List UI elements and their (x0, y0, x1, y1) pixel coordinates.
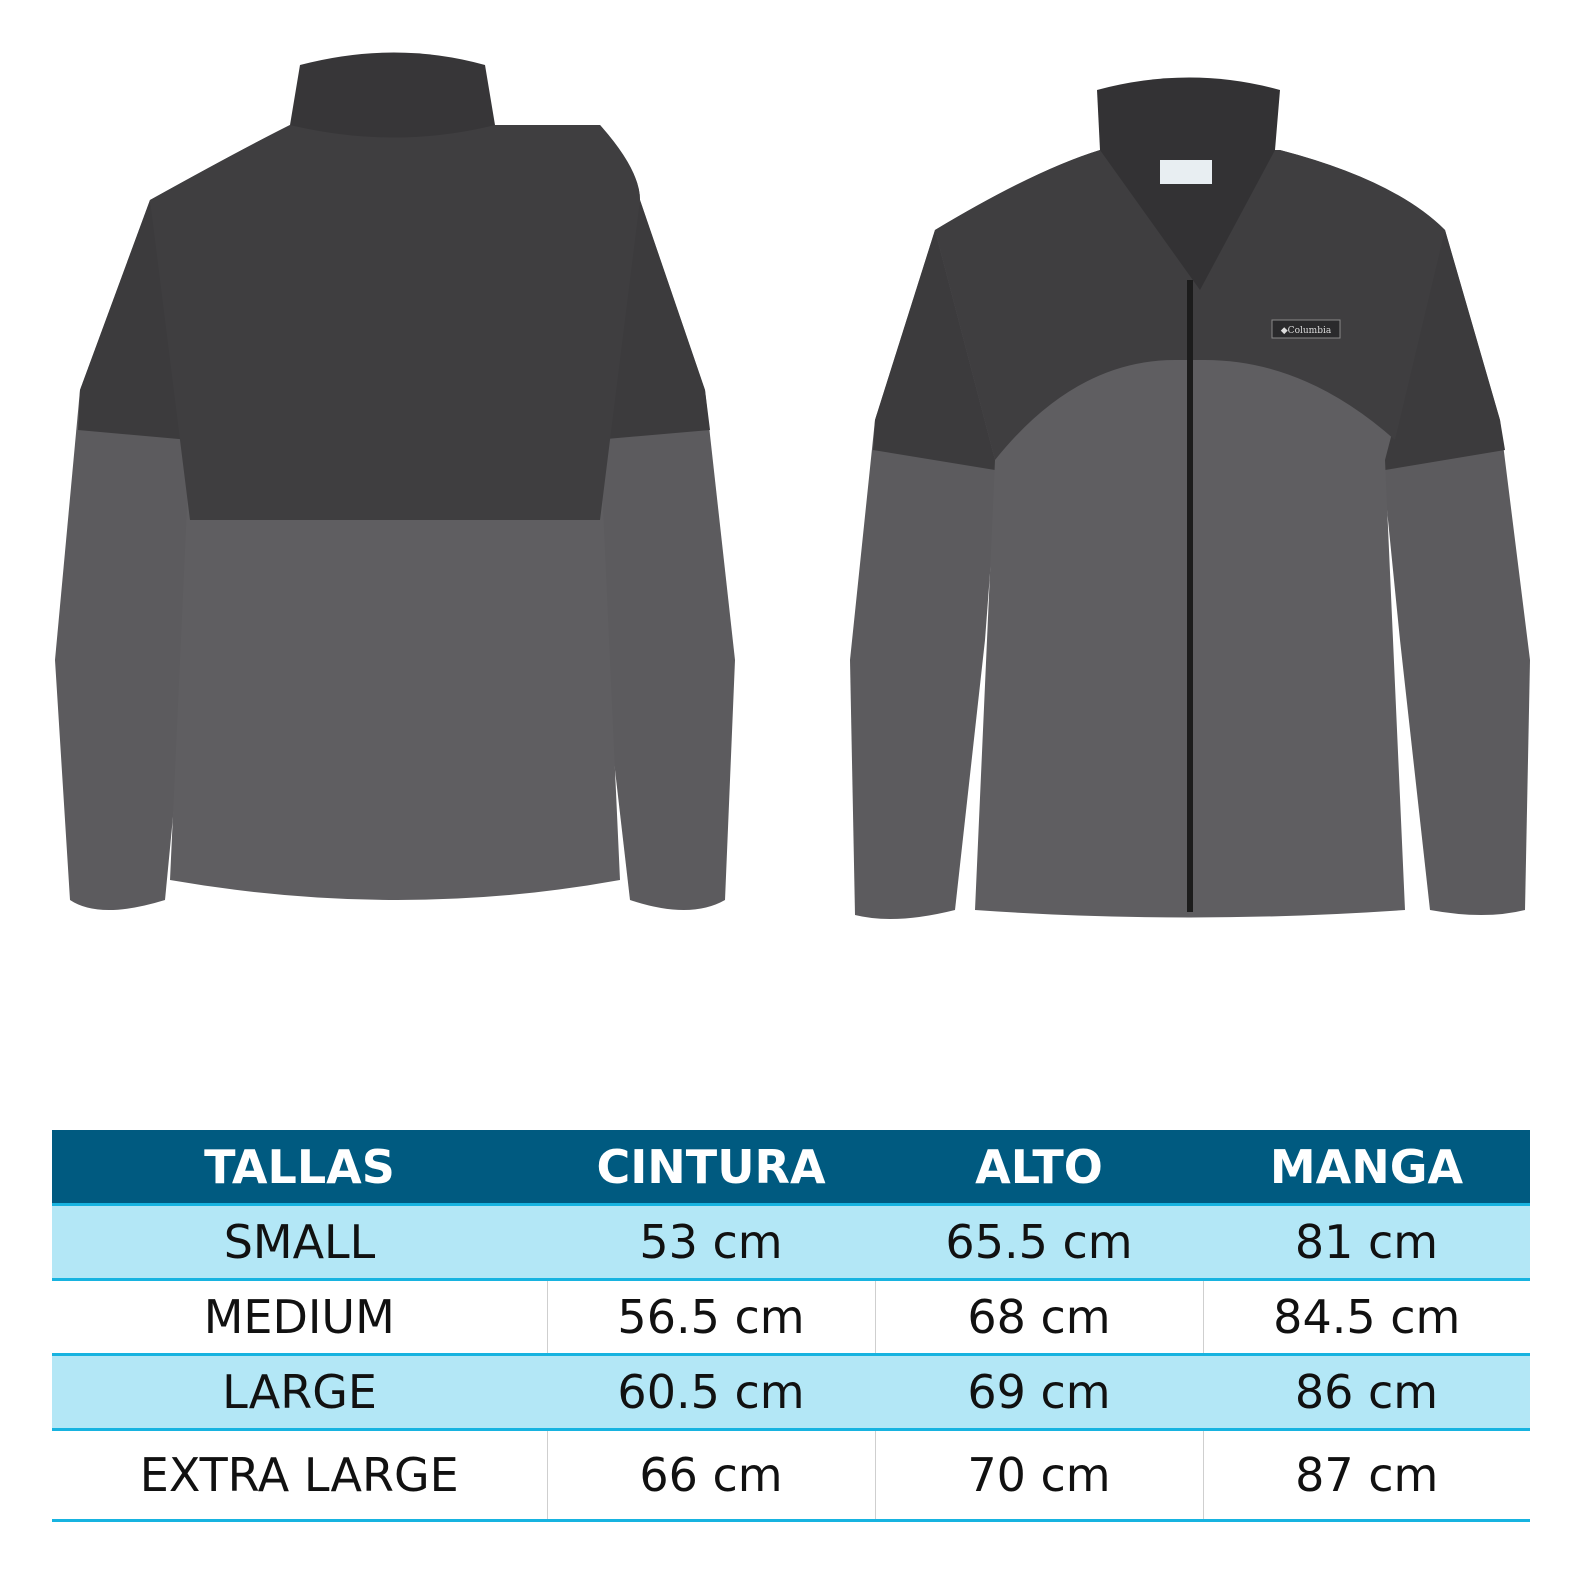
sleeve-cell: 87 cm (1202, 1429, 1530, 1522)
table-row: SMALL 53 cm 65.5 cm 81 cm (52, 1204, 1530, 1281)
waist-cell: 56.5 cm (546, 1279, 875, 1356)
table-row: LARGE 60.5 cm 69 cm 86 cm (52, 1354, 1530, 1431)
header-tallas: TALLAS (52, 1130, 547, 1206)
header-manga: MANGA (1203, 1130, 1530, 1206)
size-table: TALLAS CINTURA ALTO MANGA SMALL 53 cm 65… (52, 1130, 1530, 1522)
columbia-logo-patch (1271, 319, 1341, 339)
size-cell: MEDIUM (52, 1279, 547, 1356)
header-alto: ALTO (875, 1130, 1203, 1206)
columbia-logo: ◆Columbia (1281, 326, 1332, 336)
jacket-back-image (55, 52, 735, 910)
sleeve-cell: 81 cm (1203, 1204, 1530, 1281)
length-cell: 69 cm (875, 1354, 1203, 1431)
table-row: EXTRA LARGE 66 cm 70 cm 87 cm (52, 1429, 1530, 1522)
length-cell: 65.5 cm (875, 1204, 1203, 1281)
sleeve-cell: 86 cm (1203, 1354, 1530, 1431)
table-row: MEDIUM 56.5 cm 68 cm 84.5 cm (52, 1279, 1530, 1356)
size-cell: SMALL (52, 1204, 547, 1281)
waist-cell: 66 cm (546, 1429, 875, 1522)
jacket-front-image: ◆Columbia (850, 77, 1530, 919)
length-cell: 70 cm (874, 1429, 1203, 1522)
size-cell: LARGE (52, 1354, 547, 1431)
size-table-header: TALLAS CINTURA ALTO MANGA (52, 1130, 1530, 1206)
sleeve-cell: 84.5 cm (1202, 1279, 1530, 1356)
waist-cell: 53 cm (547, 1204, 875, 1281)
length-cell: 68 cm (874, 1279, 1203, 1356)
inner-label (1160, 160, 1212, 184)
header-cintura: CINTURA (547, 1130, 875, 1206)
size-cell: EXTRA LARGE (52, 1429, 547, 1522)
waist-cell: 60.5 cm (547, 1354, 875, 1431)
